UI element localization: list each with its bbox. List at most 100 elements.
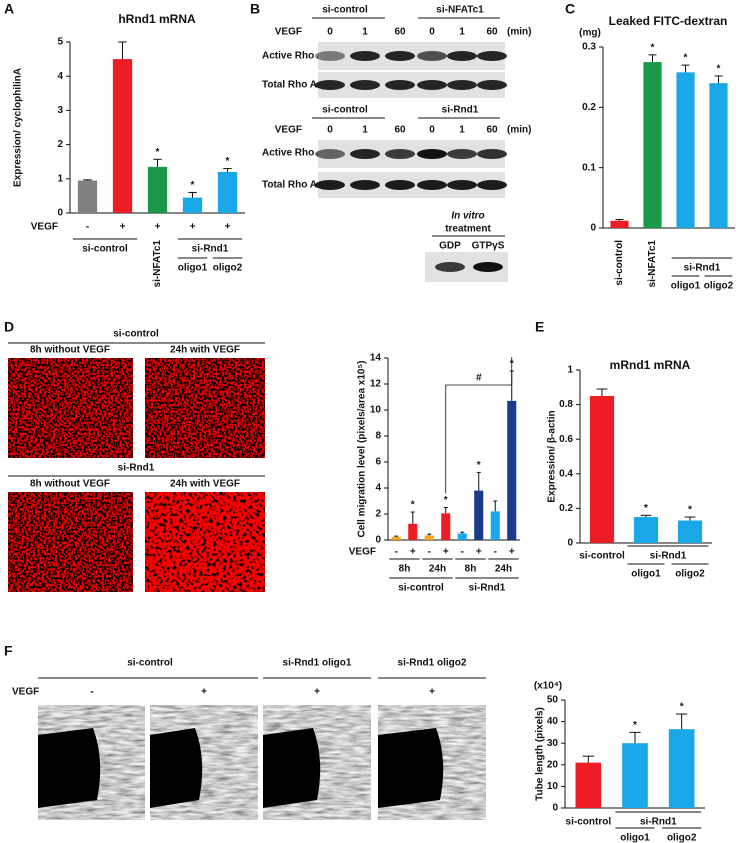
y-tick-label: 1	[567, 365, 573, 376]
row-label: VEGF	[12, 687, 39, 698]
vegf-sign: -	[90, 687, 93, 698]
x-label: oligo1	[671, 281, 701, 292]
x-label: oligo2	[704, 281, 734, 292]
vegf-sign: +	[201, 687, 207, 698]
blot-band	[385, 180, 415, 190]
bar	[474, 490, 484, 540]
chart-title: Leaked FITC-dextran	[609, 14, 728, 28]
time-unit: (min)	[507, 125, 531, 136]
blot-band	[417, 80, 447, 90]
blot-band	[315, 51, 345, 61]
y-tick-label: 3	[57, 105, 63, 116]
x-label: +	[443, 547, 449, 558]
bar	[709, 83, 728, 228]
y-tick-label: 0.4	[559, 468, 573, 479]
blot-band	[477, 80, 507, 90]
blot-row-label: Active Rho A	[262, 148, 324, 159]
explant-body	[150, 728, 203, 808]
bar	[676, 72, 695, 228]
y-tick-label: 0	[375, 535, 381, 546]
lane-label: GTPγS	[472, 241, 505, 252]
panel-letter: E	[535, 319, 544, 335]
panel-letter: F	[4, 643, 13, 659]
explant-body	[378, 728, 444, 808]
blot-band	[350, 80, 380, 90]
x-label: si-control	[614, 240, 625, 286]
explant-group: si-Rnd1 oligo2	[398, 658, 467, 669]
micrograph-label: 8h without VEGF	[30, 479, 110, 490]
y-tick-label: 0	[567, 538, 573, 549]
blot-band	[350, 51, 380, 61]
blot-group: si-Rnd1	[442, 105, 479, 116]
x-label: 8h	[399, 564, 411, 575]
bar	[457, 533, 467, 540]
micrograph-group: si-control	[113, 329, 159, 340]
bar	[589, 395, 615, 543]
micrograph-group: si-Rnd1	[118, 463, 155, 474]
y-tick-label: 0.2	[582, 102, 596, 113]
blot-band	[447, 180, 477, 190]
panel-letter: C	[565, 1, 575, 17]
time-label: 1	[362, 27, 368, 38]
bar	[147, 166, 168, 213]
significance: *	[684, 53, 688, 64]
micrograph	[145, 492, 265, 592]
bracket-label: #	[476, 373, 482, 384]
significance: *	[644, 503, 648, 514]
y-tick-label: 4	[57, 71, 63, 82]
blot-band	[473, 262, 503, 272]
x-label: +	[410, 547, 416, 558]
time-label: 60	[394, 27, 406, 38]
x-label: oligo2	[675, 569, 705, 580]
y-axis-label: Expression/ cyclophilinA	[13, 68, 24, 187]
in-vitro-subtitle: treatment	[445, 224, 491, 235]
x-label: -	[395, 547, 398, 558]
x-label: oligo2	[213, 263, 243, 274]
explant-body	[263, 728, 321, 808]
blot-band	[477, 180, 507, 190]
x-label: oligo2	[667, 833, 697, 843]
y-tick-label: 0.6	[559, 434, 573, 445]
y-tick-label: 0	[590, 223, 596, 234]
blot-band	[477, 149, 507, 159]
bar	[408, 523, 418, 540]
micrograph-label: 24h with VEGF	[170, 345, 240, 356]
x-label: si-Rnd1	[469, 583, 506, 594]
bar	[633, 517, 659, 543]
significance: *	[680, 702, 684, 713]
lane-label: GDP	[439, 241, 461, 252]
blot-band	[447, 51, 477, 61]
y-tick-label: 10	[370, 405, 382, 416]
micrograph	[8, 358, 133, 458]
x-label: +	[476, 547, 482, 558]
y-tick-label: 0	[552, 803, 558, 814]
x-label: +	[225, 222, 231, 233]
x-label: si-control	[579, 551, 625, 562]
bar	[424, 535, 434, 540]
explant-group: si-Rnd1 oligo1	[283, 658, 352, 669]
y-tick-label: 1	[57, 173, 63, 184]
bar	[182, 197, 203, 213]
blot-band	[315, 149, 345, 159]
time-label: 60	[394, 125, 406, 136]
time-label: 0	[327, 125, 333, 136]
micrograph-label: 24h with VEGF	[170, 479, 240, 490]
chart-title: hRnd1 mRNA	[118, 12, 196, 26]
significance: *	[651, 42, 655, 53]
micrograph	[145, 358, 265, 458]
x-label: si-control	[566, 817, 612, 828]
bar	[490, 511, 500, 540]
time-label: 1	[459, 27, 465, 38]
x-label: si-Rnd1	[684, 263, 721, 274]
y-tick-label: 0.1	[582, 162, 596, 173]
chart-title: mRnd1 mRNA	[610, 358, 691, 372]
significance: *	[477, 460, 481, 471]
time-label: 0	[327, 27, 333, 38]
x-label: oligo1	[631, 569, 661, 580]
bar	[677, 520, 703, 543]
x-label: si-control	[398, 583, 444, 594]
blot-band	[447, 149, 477, 159]
panel-letter: A	[4, 1, 14, 17]
bar	[668, 729, 695, 808]
